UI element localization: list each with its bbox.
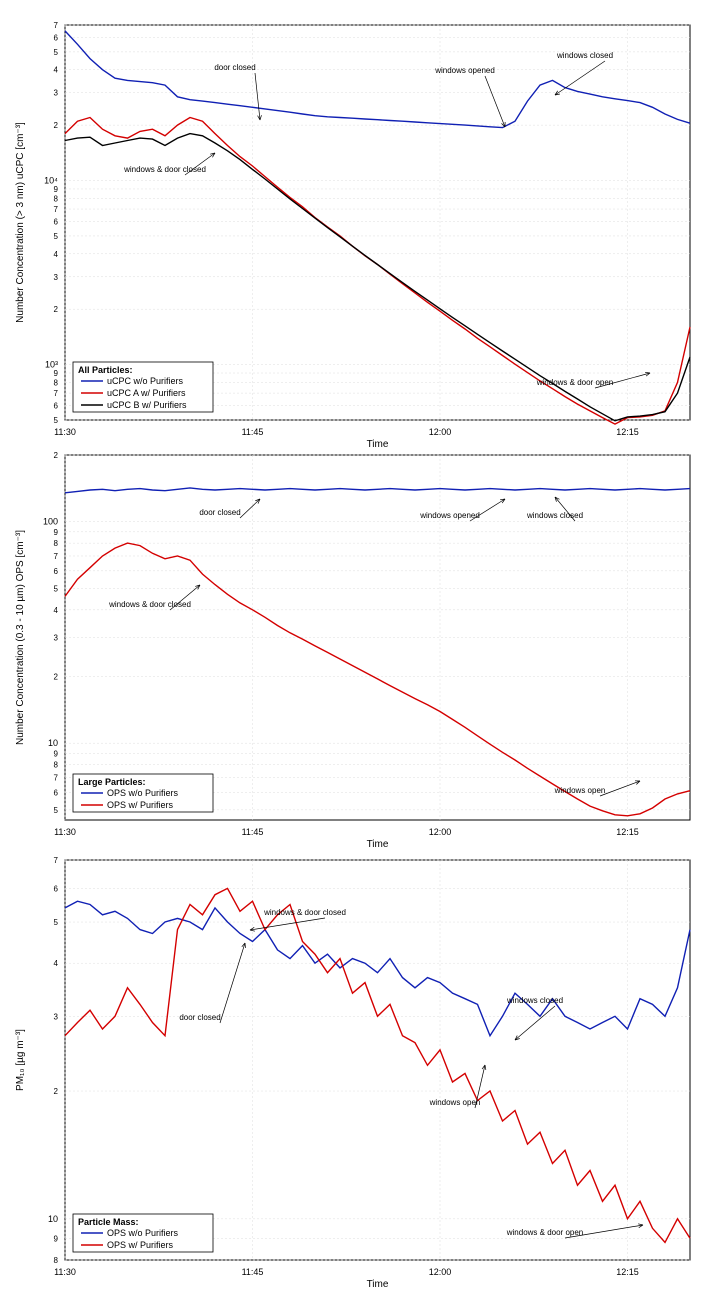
svg-text:7: 7 [54,773,59,782]
svg-text:2: 2 [54,673,59,682]
svg-text:5: 5 [54,48,59,57]
svg-text:5: 5 [54,232,59,241]
svg-text:OPS w/ Purifiers: OPS w/ Purifiers [107,1240,174,1250]
annotation: windows closed [526,511,583,520]
annotation: windows & door open [506,1228,584,1237]
svg-text:5: 5 [54,416,59,425]
svg-text:8: 8 [54,194,59,203]
svg-text:3: 3 [54,273,59,282]
svg-text:3: 3 [54,89,59,98]
svg-text:8: 8 [54,1256,59,1265]
svg-text:9: 9 [54,185,59,194]
svg-text:6: 6 [54,884,59,893]
svg-text:9: 9 [54,749,59,758]
svg-text:Number Concentration (> 3 nm): Number Concentration (> 3 nm) uCPC [cm⁻³… [15,122,26,323]
svg-text:10⁴: 10⁴ [44,176,58,186]
svg-text:OPS w/o Purifiers: OPS w/o Purifiers [107,1228,179,1238]
svg-text:11:30: 11:30 [54,827,76,837]
svg-text:6: 6 [54,217,59,226]
svg-text:7: 7 [54,205,59,214]
svg-text:11:45: 11:45 [242,1267,264,1277]
svg-text:10: 10 [48,738,58,748]
svg-text:8: 8 [54,761,59,770]
svg-text:3: 3 [54,1012,59,1021]
annotation: windows opened [434,66,495,75]
svg-text:uCPC A w/ Purifiers: uCPC A w/ Purifiers [107,388,186,398]
svg-text:8: 8 [54,378,59,387]
svg-text:8: 8 [54,539,59,548]
svg-text:12:00: 12:00 [429,1267,452,1277]
svg-text:10³: 10³ [45,360,58,370]
svg-text:5: 5 [54,584,59,593]
svg-text:Number Concentration (0.3 - 10: Number Concentration (0.3 - 10 µm) OPS [… [15,530,26,745]
svg-text:6: 6 [54,401,59,410]
svg-text:PM₁₀ [µg m⁻³]: PM₁₀ [µg m⁻³] [15,1029,26,1091]
annotation: windows open [554,786,606,795]
svg-text:11:45: 11:45 [242,827,264,837]
annotation: door closed [214,63,255,72]
series-ucpc-wo [65,31,690,128]
svg-text:3: 3 [54,634,59,643]
svg-text:4: 4 [54,66,59,75]
svg-text:9: 9 [54,528,59,537]
annotation: windows & door closed [108,600,191,609]
svg-text:4: 4 [54,959,59,968]
svg-text:9: 9 [54,369,59,378]
svg-text:2: 2 [54,451,59,460]
series-ops-wo [65,488,690,493]
svg-text:7: 7 [54,552,59,561]
svg-text:OPS w/ Purifiers: OPS w/ Purifiers [107,800,174,810]
svg-text:5: 5 [54,918,59,927]
svg-text:6: 6 [54,33,59,42]
svg-text:6: 6 [54,567,59,576]
svg-text:2: 2 [54,305,59,314]
svg-text:12:15: 12:15 [616,1267,639,1277]
svg-text:Time: Time [367,1279,389,1290]
svg-text:Large Particles:: Large Particles: [78,777,146,787]
svg-text:9: 9 [54,1234,59,1243]
annotation: windows closed [556,51,613,60]
svg-text:Particle Mass:: Particle Mass: [78,1217,139,1227]
svg-text:Time: Time [367,839,389,850]
svg-text:12:00: 12:00 [429,827,452,837]
svg-text:5: 5 [54,806,59,815]
svg-text:OPS w/o Purifiers: OPS w/o Purifiers [107,788,179,798]
annotation: windows & door closed [123,165,206,174]
svg-text:4: 4 [54,606,59,615]
svg-text:All Particles:: All Particles: [78,365,133,375]
svg-text:7: 7 [54,389,59,398]
annotation: windows open [429,1098,481,1107]
svg-text:12:15: 12:15 [616,427,639,437]
chart-figure: 567892345678923456710³10⁴11:3011:4512:00… [0,0,708,1280]
svg-text:2: 2 [54,1087,59,1096]
svg-text:uCPC B w/ Purifiers: uCPC B w/ Purifiers [107,400,187,410]
svg-text:7: 7 [54,856,59,865]
svg-text:100: 100 [43,517,58,527]
svg-text:12:15: 12:15 [616,827,639,837]
annotation: windows & door open [536,378,614,387]
svg-text:11:30: 11:30 [54,1267,76,1277]
annotation: windows closed [506,996,563,1005]
svg-text:11:45: 11:45 [242,427,264,437]
svg-text:11:30: 11:30 [54,427,76,437]
svg-text:2: 2 [54,121,59,130]
svg-text:10: 10 [48,1214,58,1224]
svg-text:12:00: 12:00 [429,427,452,437]
annotation: door closed [179,1013,220,1022]
svg-text:uCPC w/o Purifiers: uCPC w/o Purifiers [107,376,184,386]
svg-text:6: 6 [54,788,59,797]
annotation: windows & door closed [263,908,346,917]
svg-text:Time: Time [367,439,389,450]
svg-text:7: 7 [54,21,59,30]
svg-text:4: 4 [54,250,59,259]
series-mass-w [65,888,690,1242]
annotation: windows opened [419,511,480,520]
annotation: door closed [199,508,240,517]
